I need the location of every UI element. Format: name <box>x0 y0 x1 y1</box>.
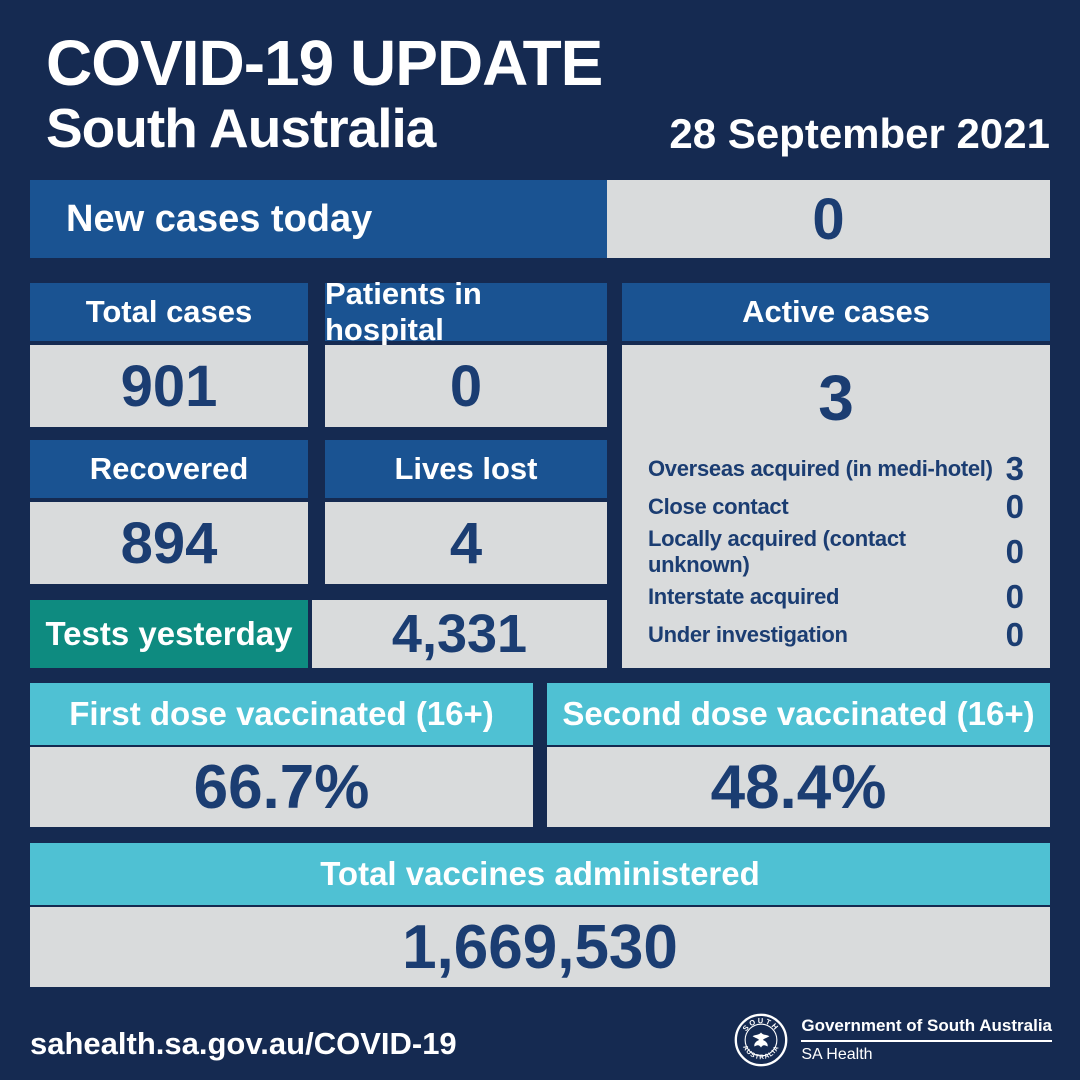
breakdown-row: Overseas acquired (in medi-hotel) 3 <box>648 450 1024 488</box>
second-dose-value-box: 48.4% <box>547 747 1050 827</box>
lives-lost-header: Lives lost <box>325 440 607 498</box>
lives-lost-label: Lives lost <box>394 451 538 486</box>
total-cases-label: Total cases <box>85 294 253 329</box>
website-url: sahealth.sa.gov.au/COVID-19 <box>30 1026 457 1061</box>
second-dose-header: Second dose vaccinated (16+) <box>547 683 1050 745</box>
tests-yesterday-label-box: Tests yesterday <box>30 600 308 668</box>
breakdown-label: Locally acquired (contact unknown) <box>648 526 906 577</box>
breakdown-row: Interstate acquired 0 <box>648 578 1024 616</box>
first-dose-value: 66.7% <box>193 752 370 822</box>
total-cases-value: 901 <box>120 353 218 419</box>
patients-in-hospital-label: Patients in hospital <box>325 276 482 347</box>
south-australia-emblem-icon: SOUTH AUSTRALIA <box>735 1013 788 1067</box>
tests-yesterday-label: Tests yesterday <box>45 615 293 652</box>
active-cases-panel: Active cases 3 Overseas acquired (in med… <box>622 283 1050 668</box>
second-dose-label: Second dose vaccinated (16+) <box>562 695 1035 732</box>
active-cases-breakdown-list: Overseas acquired (in medi-hotel) 3 Clos… <box>648 450 1024 654</box>
tests-yesterday-value: 4,331 <box>391 604 528 664</box>
lives-lost-card: Lives lost 4 <box>325 440 607 584</box>
active-cases-label: Active cases <box>742 294 930 329</box>
first-dose-card: First dose vaccinated (16+) 66.7% <box>30 683 533 827</box>
total-vaccines-label: Total vaccines administered <box>320 855 760 892</box>
total-vaccines-value: 1,669,530 <box>402 912 678 982</box>
breakdown-row: Under investigation 0 <box>648 616 1024 654</box>
breakdown-row: Locally acquired (contact unknown) 0 <box>648 526 1024 578</box>
new-cases-row: New cases today 0 <box>30 180 1050 258</box>
first-dose-label: First dose vaccinated (16+) <box>69 695 494 732</box>
first-dose-header: First dose vaccinated (16+) <box>30 683 533 745</box>
recovered-value-box: 894 <box>30 502 308 584</box>
agency-name: SA Health <box>801 1046 873 1063</box>
total-cases-header: Total cases <box>30 283 308 341</box>
recovered-card: Recovered 894 <box>30 440 308 584</box>
breakdown-value: 3 <box>1005 450 1024 487</box>
total-vaccines-header: Total vaccines administered <box>30 843 1050 905</box>
total-cases-value-box: 901 <box>30 345 308 427</box>
patients-in-hospital-value-box: 0 <box>325 345 607 427</box>
recovered-value: 894 <box>120 510 218 576</box>
second-dose-value: 48.4% <box>710 752 887 822</box>
breakdown-value: 0 <box>1005 533 1024 570</box>
lives-lost-value: 4 <box>449 510 483 576</box>
page-subtitle: South Australia <box>46 97 436 159</box>
new-cases-value: 0 <box>812 186 845 252</box>
breakdown-row: Close contact 0 <box>648 488 1024 526</box>
breakdown-value: 0 <box>1005 578 1024 615</box>
tests-yesterday-value-box: 4,331 <box>312 600 607 668</box>
total-cases-card: Total cases 901 <box>30 283 308 427</box>
lives-lost-value-box: 4 <box>325 502 607 584</box>
tests-yesterday-row: Tests yesterday 4,331 <box>30 600 607 668</box>
breakdown-label: Overseas acquired (in medi-hotel) <box>648 456 993 481</box>
second-dose-card: Second dose vaccinated (16+) 48.4% <box>547 683 1050 827</box>
recovered-header: Recovered <box>30 440 308 498</box>
active-cases-value: 3 <box>818 361 854 434</box>
piping-shrike-bird <box>752 1032 770 1048</box>
breakdown-value: 0 <box>1005 616 1024 653</box>
report-date: 28 September 2021 <box>669 110 1050 157</box>
patients-in-hospital-card: Patients in hospital 0 <box>325 276 607 427</box>
new-cases-label: New cases today <box>66 197 373 240</box>
patients-in-hospital-value: 0 <box>449 353 483 419</box>
first-dose-value-box: 66.7% <box>30 747 533 827</box>
breakdown-value: 0 <box>1005 488 1024 525</box>
breakdown-label: Close contact <box>648 494 789 519</box>
recovered-label: Recovered <box>89 451 249 486</box>
new-cases-value-box: 0 <box>607 180 1050 258</box>
breakdown-label: Under investigation <box>648 622 848 647</box>
breakdown-label: Interstate acquired <box>648 584 840 609</box>
active-cases-header: Active cases <box>622 283 1050 341</box>
sa-government-logo-group: SOUTH AUSTRALIA Government of South Aust… <box>733 1012 1052 1068</box>
total-vaccines-card: Total vaccines administered 1,669,530 <box>30 843 1050 987</box>
government-name: Government of South Australia <box>801 1016 1052 1035</box>
page-title: COVID-19 UPDATE <box>46 27 603 99</box>
new-cases-label-box: New cases today <box>30 180 607 258</box>
sa-government-logo-text: Government of South Australia SA Health <box>801 1012 1052 1064</box>
active-cases-body: 3 Overseas acquired (in medi-hotel) 3 Cl… <box>622 345 1050 668</box>
total-vaccines-value-box: 1,669,530 <box>30 907 1050 987</box>
logo-divider <box>801 1040 1052 1042</box>
patients-in-hospital-header: Patients in hospital <box>325 276 607 347</box>
